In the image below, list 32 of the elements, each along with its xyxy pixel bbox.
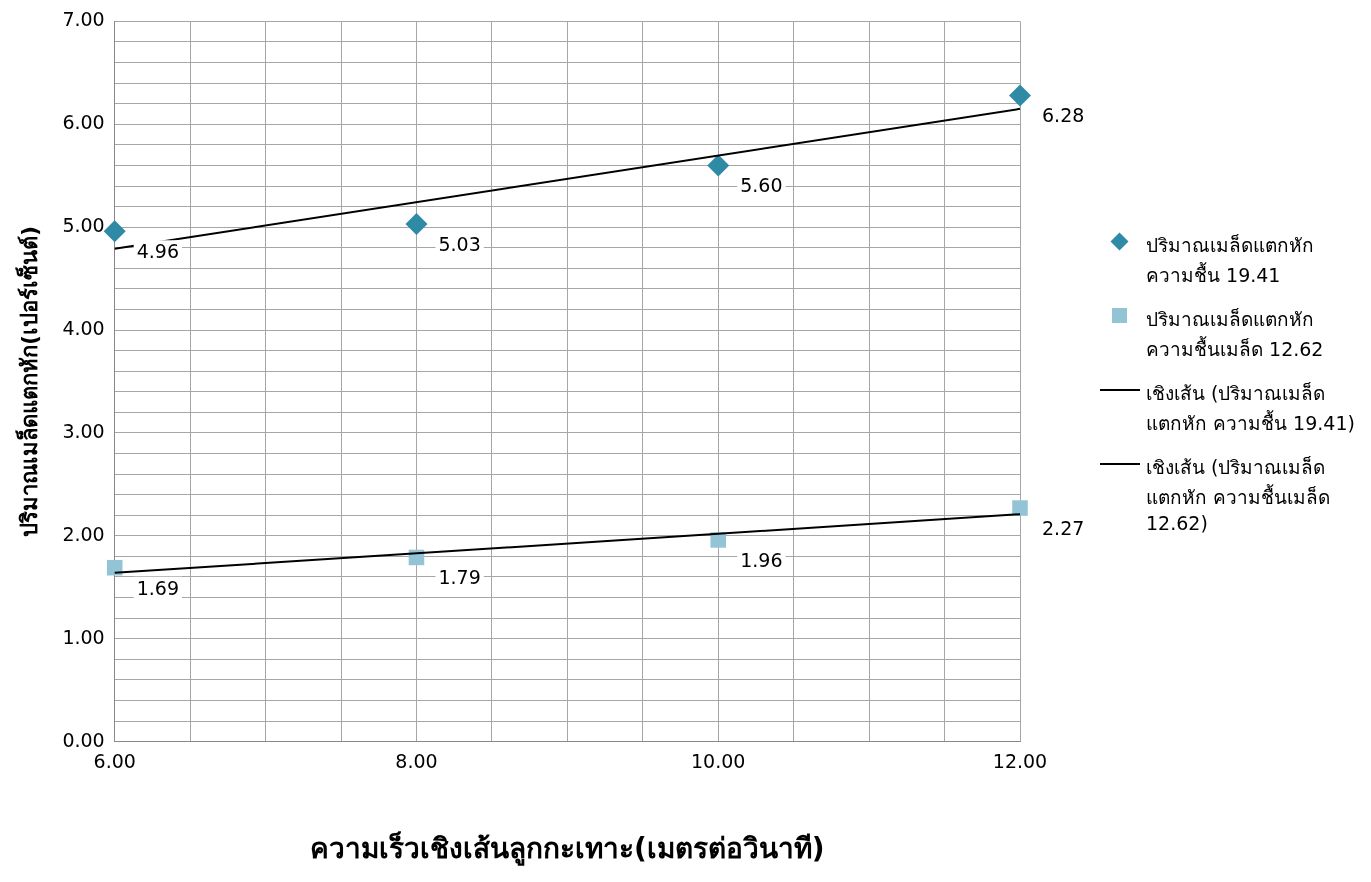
legend-label: เชิงเส้น (ปริมาณเมล็ดแตกหัก ความชื้น 19.41) — [1146, 381, 1356, 436]
point — [707, 154, 730, 177]
y-tick-label: 5.00 — [62, 214, 105, 237]
point — [405, 213, 428, 236]
legend-label: ปริมาณเมล็ดแตกหัก ความชื้นเมล็ด 12.62 — [1146, 307, 1325, 362]
point — [103, 220, 126, 243]
data-label: 5.60 — [740, 174, 783, 197]
y-tick-label: 2.00 — [62, 522, 105, 545]
data-label: 1.96 — [740, 548, 783, 571]
y-tick-label: 6.00 — [62, 111, 105, 134]
x-tick-label: 12.00 — [992, 749, 1048, 772]
data-label: 5.03 — [438, 233, 481, 256]
x-tick-label: 8.00 — [395, 749, 438, 772]
data-label: 1.69 — [136, 576, 180, 599]
point — [1009, 84, 1031, 107]
data-label: 6.28 — [1042, 104, 1085, 127]
data-label: 2.27 — [1042, 516, 1085, 539]
y-tick-label: 0.00 — [62, 728, 105, 751]
point — [106, 559, 123, 576]
y-tick-label: 1.00 — [62, 625, 105, 648]
y-tick-label: 7.00 — [62, 8, 105, 31]
legend-label: เชิงเส้น (ปริมาณเมล็ดแตกหัก ความชื้นเมล็ด 12.62) — [1146, 455, 1332, 534]
y-axis-title: ปริมาณเมล็ดแตกหัก(เปอร์เซ็นต์) — [14, 225, 42, 538]
data-label: 1.79 — [438, 566, 481, 589]
y-tick-label: 4.00 — [62, 316, 105, 339]
point — [1012, 500, 1028, 516]
x-axis-title: ความเร็วเชิงเส้นลูกกะเทาะ(เมตรต่อวินาที) — [310, 831, 825, 867]
legend-label: ปริมาณเมล็ดแตกหัก ความชื้น 19.41 — [1146, 233, 1315, 288]
y-tick-label: 3.00 — [62, 419, 105, 442]
x-tick-label: 6.00 — [93, 749, 136, 772]
x-tick-label: 10.00 — [691, 749, 746, 772]
data-label: 4.96 — [136, 240, 180, 263]
